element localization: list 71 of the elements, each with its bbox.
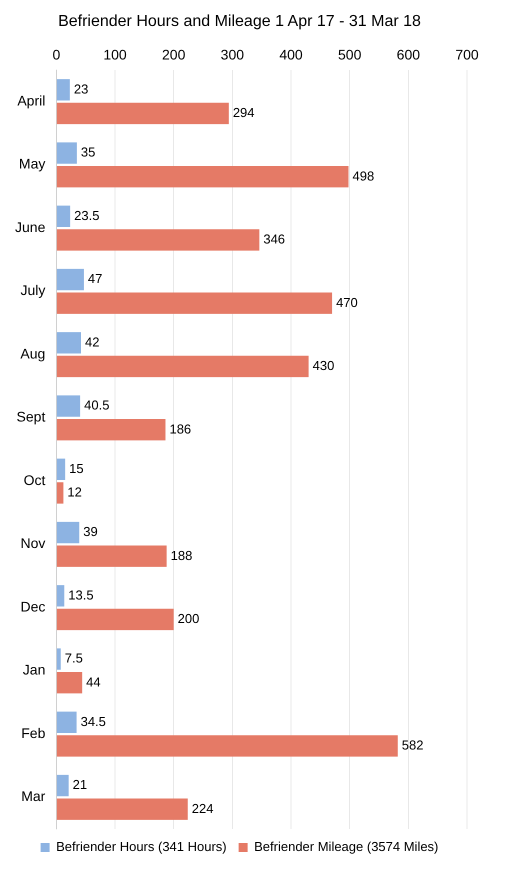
bar	[56, 419, 166, 440]
y-tick-label: Sept	[16, 408, 46, 425]
y-tick-label: Mar	[21, 788, 46, 804]
x-tick-label: 500	[338, 46, 362, 62]
bar	[56, 206, 70, 227]
x-tick-label: 300	[220, 46, 244, 62]
data-label: 188	[170, 548, 192, 563]
y-tick-label: July	[20, 282, 46, 298]
bar	[56, 735, 398, 757]
data-label: 23.5	[74, 208, 100, 223]
data-label: 42	[84, 334, 100, 350]
data-label: 40.5	[84, 398, 110, 413]
data-label: 498	[352, 168, 374, 184]
data-label: 186	[169, 421, 192, 436]
bar	[56, 356, 309, 378]
x-tick-label: 400	[279, 46, 303, 62]
bar	[56, 229, 260, 251]
legend-label: Befriender Mileage (3574 Miles)	[254, 839, 438, 854]
data-label: 582	[402, 738, 424, 753]
data-label: 346	[263, 232, 286, 247]
bar	[56, 292, 332, 314]
x-tick-label: 200	[162, 46, 186, 62]
bar	[56, 268, 84, 290]
bar	[56, 798, 188, 820]
data-label: 34.5	[80, 714, 106, 729]
data-label: 21	[72, 777, 88, 792]
bar	[56, 458, 66, 480]
bar	[56, 712, 77, 733]
bar	[56, 79, 70, 100]
bar	[56, 672, 82, 694]
y-tick-label: April	[17, 92, 46, 108]
bar	[56, 546, 167, 567]
bar	[56, 522, 80, 544]
bar	[56, 774, 69, 796]
y-tick-label: Oct	[24, 472, 46, 488]
data-label: 12	[67, 484, 82, 500]
legend-label: Befriender Hours (341 Hours)	[56, 839, 227, 854]
x-tick-label: 600	[396, 46, 420, 62]
bar	[56, 585, 64, 606]
data-label: 7.5	[64, 650, 83, 666]
x-tick-label: 0	[52, 46, 60, 62]
y-tick-label: May	[18, 156, 46, 172]
y-tick-label: Nov	[20, 535, 46, 552]
y-tick-label: Feb	[21, 724, 46, 741]
bar	[56, 166, 348, 188]
bar	[56, 102, 229, 124]
bar	[56, 332, 81, 354]
y-tick-label: Jan	[22, 662, 46, 678]
data-label: 39	[83, 524, 98, 540]
data-label: 224	[192, 800, 214, 816]
bar	[56, 648, 61, 670]
x-tick-label: 700	[455, 46, 479, 62]
x-tick-label: 100	[103, 46, 127, 62]
y-tick-label: June	[15, 218, 46, 235]
bar	[56, 608, 174, 630]
bar	[56, 395, 80, 417]
data-label: 15	[69, 460, 84, 476]
data-label: 23	[74, 81, 88, 96]
data-label: 470	[336, 294, 358, 310]
data-label: 13.5	[68, 587, 94, 602]
data-label: 430	[312, 358, 334, 374]
y-tick-label: Aug	[20, 345, 46, 362]
data-label: 47	[88, 271, 102, 286]
bar	[56, 482, 64, 504]
y-tick-label: Dec	[20, 598, 46, 614]
data-label: 294	[232, 105, 255, 120]
chart-title: Befriender Hours and Mileage 1 Apr 17 - 31 Mar 18	[58, 13, 422, 30]
data-label: 200	[178, 611, 200, 626]
data-label: 44	[86, 674, 101, 690]
data-label: 35	[80, 144, 96, 160]
bar	[56, 142, 77, 164]
